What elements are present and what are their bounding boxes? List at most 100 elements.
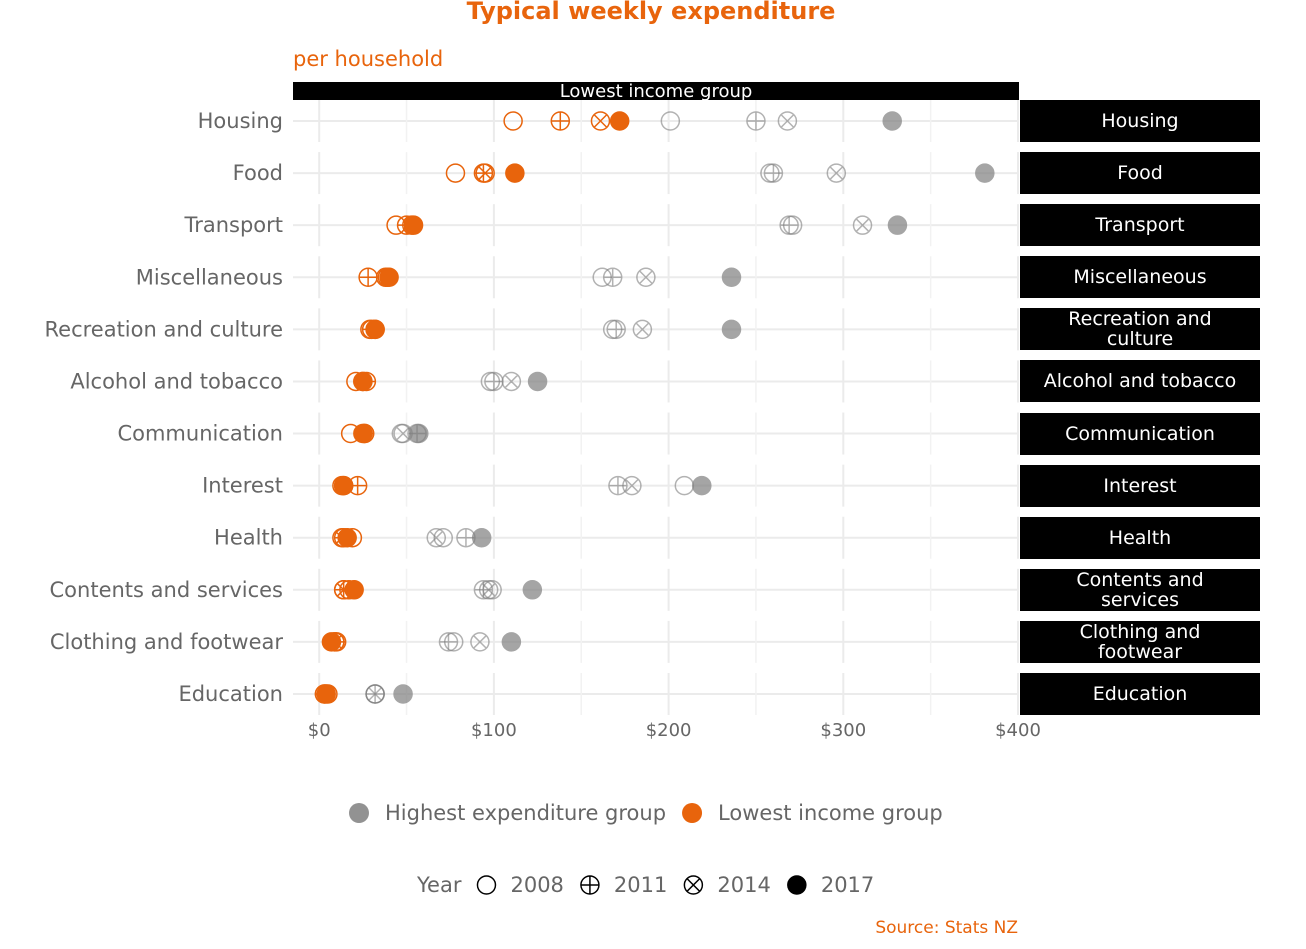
facet-strip: Housing	[1020, 100, 1260, 142]
data-point	[975, 163, 995, 183]
facet-label: Alcohol and tobacco	[1043, 370, 1237, 393]
facet-strip: Contents and services	[1020, 568, 1260, 611]
data-point	[344, 580, 364, 600]
data-point	[746, 111, 766, 131]
data-point	[393, 684, 413, 704]
chart-subtitle: per household	[293, 47, 443, 71]
data-point	[337, 527, 357, 548]
y-tick-label: Communication	[117, 422, 283, 446]
facet-strip: Miscellaneous	[1020, 256, 1260, 299]
y-tick-label: Miscellaneous	[136, 265, 283, 289]
facet-label: Lowest income group	[560, 81, 753, 102]
data-point	[622, 475, 642, 496]
legend-marker	[580, 875, 600, 895]
facet-label: Transport	[1095, 214, 1185, 237]
legend-marker	[349, 803, 369, 823]
data-point	[692, 475, 712, 496]
x-tick-label: $400	[995, 720, 1041, 741]
y-tick-label: Housing	[198, 109, 283, 133]
x-tick-label: $0	[308, 720, 331, 741]
facet-strip: Food	[1020, 152, 1260, 195]
facet-strip: Health	[1020, 516, 1260, 559]
facet-label: Housing	[1101, 110, 1179, 132]
data-point	[636, 267, 656, 288]
data-point	[358, 267, 378, 288]
facet-label: Interest	[1103, 474, 1177, 497]
facet-label: Food	[1117, 162, 1163, 185]
data-point	[471, 527, 492, 548]
chart-title: Typical weekly expenditure	[467, 0, 836, 25]
data-point	[606, 319, 626, 340]
data-point	[475, 163, 495, 183]
y-tick-label: Education	[178, 682, 283, 706]
facet-strip: Transport	[1020, 204, 1260, 247]
facet-strip: Communication	[1020, 412, 1260, 455]
data-point	[660, 111, 681, 131]
data-point	[550, 111, 571, 131]
data-point	[590, 111, 611, 131]
x-tick-label: $200	[646, 720, 692, 741]
data-point	[609, 111, 630, 131]
data-point	[438, 632, 459, 652]
facet-strip: Alcohol and tobacco	[1020, 360, 1260, 403]
facet-label: Contents and services	[1076, 568, 1204, 611]
facet-label: Recreation and culture	[1068, 308, 1212, 351]
legend-label: Lowest income group	[718, 801, 943, 825]
data-point	[608, 475, 628, 496]
legend-label: 2011	[614, 873, 667, 897]
facet-label: Communication	[1065, 422, 1215, 445]
data-point	[852, 215, 873, 235]
legend-label: 2014	[717, 873, 770, 897]
y-tick-label: Contents and services	[50, 578, 283, 602]
data-point	[353, 423, 373, 444]
data-point	[426, 527, 447, 548]
data-point	[501, 632, 522, 652]
data-point	[503, 111, 523, 131]
data-point	[333, 475, 354, 496]
data-point	[482, 580, 502, 600]
legend-marker	[787, 875, 807, 895]
data-point	[505, 163, 525, 183]
data-point	[470, 632, 490, 652]
data-point	[433, 527, 453, 548]
data-point	[522, 580, 543, 600]
facet-strip: Interest	[1020, 464, 1260, 507]
facet-strip: Clothing and footwear	[1020, 620, 1260, 663]
y-tick-label: Health	[214, 526, 283, 550]
data-point	[445, 163, 466, 183]
facet-label: Clothing and footwear	[1079, 620, 1201, 663]
data-point	[721, 267, 742, 288]
data-point	[501, 371, 522, 392]
data-point	[826, 163, 847, 183]
y-tick-label: Transport	[183, 213, 283, 237]
facet-strip	[293, 82, 1019, 100]
data-point	[484, 371, 504, 392]
legend-label: Highest expenditure group	[385, 801, 666, 825]
y-tick-label: Alcohol and tobacco	[70, 369, 283, 393]
data-point	[602, 267, 623, 288]
legend-label: 2008	[510, 873, 563, 897]
data-point	[887, 215, 908, 235]
facet-strip: Recreation and culture	[1020, 308, 1260, 351]
data-point	[527, 371, 548, 392]
facet-strip: Education	[1020, 672, 1260, 715]
legend-marker	[682, 803, 703, 823]
data-point	[763, 163, 784, 183]
data-point	[353, 371, 373, 392]
y-tick-label: Clothing and footwear	[50, 630, 284, 654]
grid	[293, 100, 1019, 715]
data-point	[782, 215, 803, 235]
data-point	[632, 319, 653, 340]
data-point	[478, 580, 499, 600]
facet-label: Education	[1092, 682, 1188, 705]
data-point	[403, 215, 424, 235]
y-tick-label: Interest	[202, 474, 283, 498]
y-tick-label: Food	[233, 161, 283, 185]
data-point	[777, 111, 798, 131]
legend-marker	[683, 875, 704, 895]
legend-label: 2017	[821, 873, 874, 897]
data-point	[882, 111, 902, 131]
x-tick-label: $300	[820, 720, 866, 741]
